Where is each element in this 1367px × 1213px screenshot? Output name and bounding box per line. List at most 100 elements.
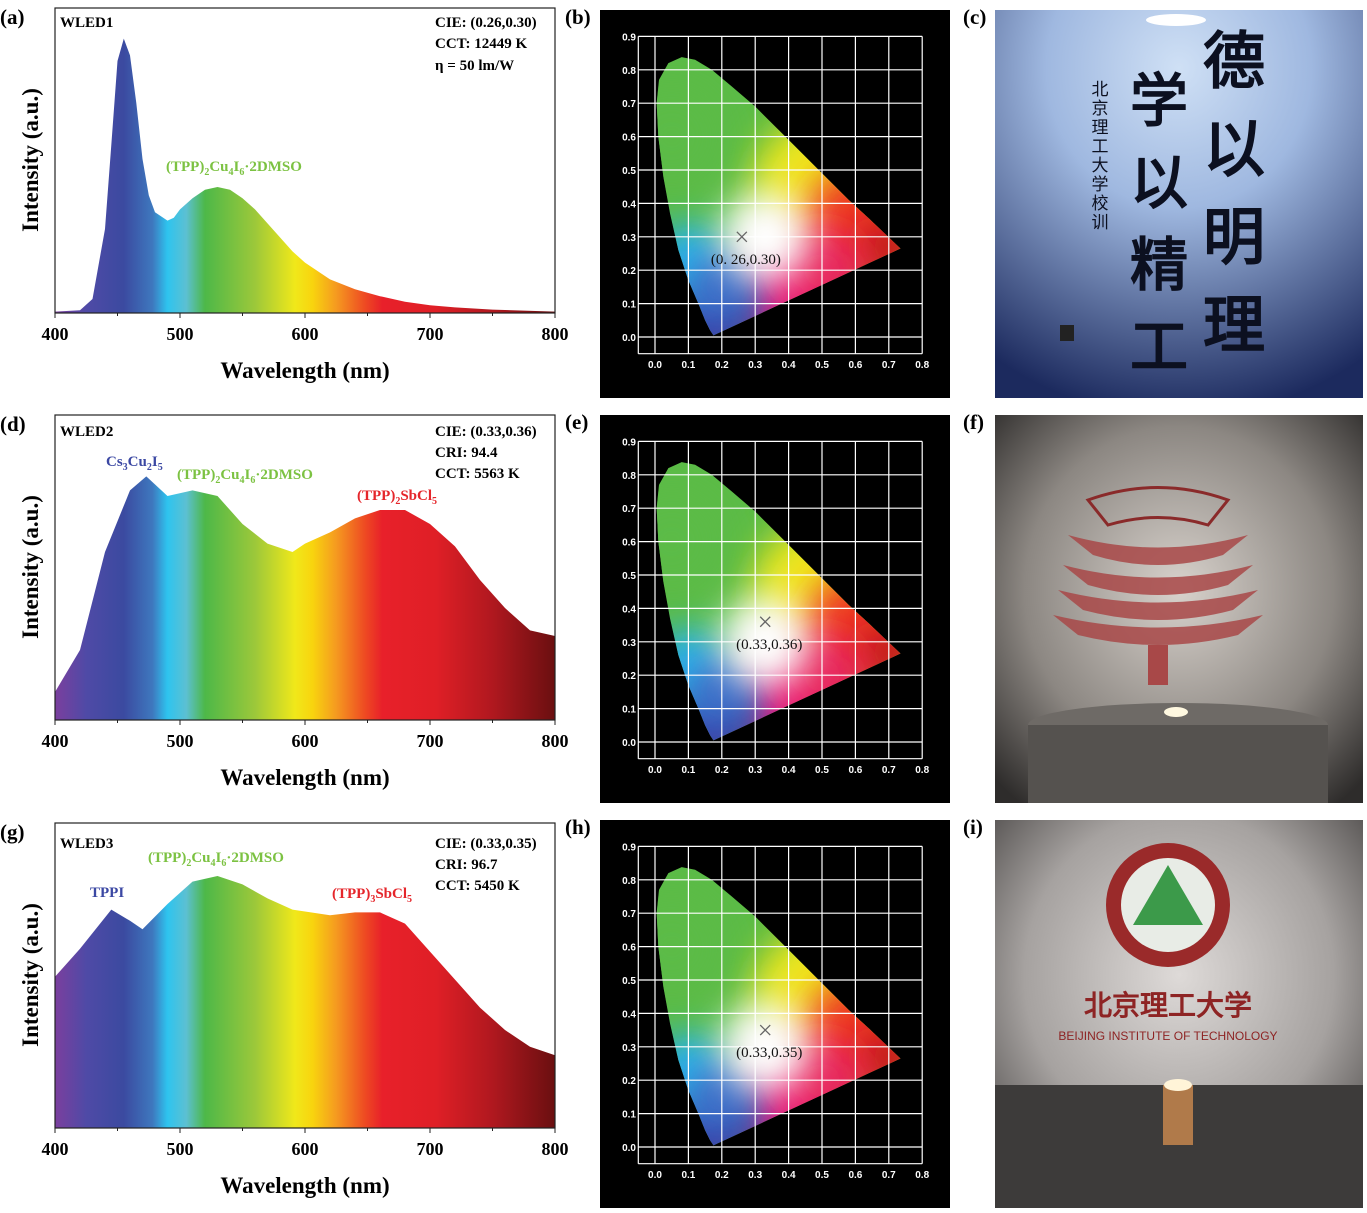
x-tick-label: 400 bbox=[42, 324, 69, 344]
photo-panel-f: (f) bbox=[963, 410, 1363, 803]
y-tick-label: 0.3 bbox=[622, 233, 636, 244]
info-line: CCT: 5450 K bbox=[435, 878, 520, 894]
y-tick-label: 0.8 bbox=[622, 471, 636, 482]
label-part: (TPP) bbox=[357, 488, 395, 504]
y-tick-label: 0.5 bbox=[622, 976, 636, 987]
spectrum-area bbox=[55, 38, 555, 313]
label-part: (TPP) bbox=[177, 467, 215, 483]
cie-point-label: (0. 26,0.30) bbox=[711, 252, 781, 268]
subscript: 3 bbox=[123, 462, 128, 473]
panel-label: (d) bbox=[0, 412, 26, 436]
x-tick-label: 0.7 bbox=[882, 765, 896, 776]
y-tick-label: 0.9 bbox=[622, 32, 636, 43]
subscript: 2 bbox=[215, 475, 220, 486]
calligraphy-char: 学 bbox=[1092, 175, 1109, 194]
x-tick-label: 0.7 bbox=[882, 1170, 896, 1181]
subscript: 6 bbox=[239, 167, 244, 178]
emblem-bird bbox=[1085, 486, 1231, 527]
led-device bbox=[1163, 1085, 1193, 1145]
x-tick-label: 600 bbox=[292, 731, 319, 751]
x-tick-label: 0.1 bbox=[681, 1170, 695, 1181]
x-tick-label: 0.2 bbox=[715, 360, 729, 371]
calligraphy-char: 工 bbox=[1092, 137, 1109, 156]
subscript: 2 bbox=[395, 496, 400, 507]
x-tick-label: 400 bbox=[42, 1139, 69, 1159]
y-tick-label: 0.7 bbox=[622, 504, 636, 515]
y-tick-label: 0.9 bbox=[622, 842, 636, 853]
panel-label: (f) bbox=[963, 410, 984, 434]
y-tick-label: 0.8 bbox=[622, 876, 636, 887]
component-label: (TPP)2Cu4I6·2DMSO bbox=[166, 159, 302, 178]
x-tick-label: 0.2 bbox=[715, 1170, 729, 1181]
sample-title: WLED3 bbox=[60, 836, 113, 852]
photo-panel-i: (i) 北京理工大学 BEIJING INSTITUTE OF TECHNOLOGY bbox=[963, 815, 1363, 1208]
sample-title: WLED2 bbox=[60, 424, 113, 440]
x-tick-label: 0.8 bbox=[915, 765, 929, 776]
calligraphy-char: 校 bbox=[1092, 194, 1109, 213]
y-tick-label: 0.6 bbox=[622, 133, 636, 144]
led-light bbox=[1164, 1079, 1192, 1091]
calligraphy-char: 训 bbox=[1092, 213, 1109, 232]
x-tick-label: 0.5 bbox=[815, 360, 829, 371]
label-part: Cu bbox=[220, 467, 239, 483]
label-part: (TPP) bbox=[332, 886, 370, 902]
subscript: 2 bbox=[204, 167, 209, 178]
logo-text-en: BEIJING INSTITUTE OF TECHNOLOGY bbox=[1058, 1029, 1277, 1043]
x-tick-label: 0.4 bbox=[782, 360, 796, 371]
info-line: CRI: 96.7 bbox=[435, 857, 498, 873]
label-part: I bbox=[234, 159, 240, 175]
led-light bbox=[1164, 707, 1188, 717]
label-part: SbCl bbox=[375, 886, 407, 902]
x-tick-label: 0.3 bbox=[748, 765, 762, 776]
panel-label: (b) bbox=[565, 5, 591, 29]
info-line: CRI: 94.4 bbox=[435, 445, 498, 461]
label-part: TPPI bbox=[90, 885, 124, 901]
label-part: Cu bbox=[209, 159, 228, 175]
component-label: (TPP)3SbCl5 bbox=[332, 886, 412, 905]
x-tick-label: 700 bbox=[417, 324, 444, 344]
subscript: 4 bbox=[240, 475, 245, 486]
emblem-tier bbox=[1063, 565, 1253, 595]
panel-label: (a) bbox=[0, 5, 25, 29]
y-axis-label: Intensity (a.u.) bbox=[18, 88, 43, 232]
x-tick-label: 600 bbox=[292, 1139, 319, 1159]
cie-point-label: (0.33,0.36) bbox=[736, 637, 802, 653]
x-axis-label: Wavelength (nm) bbox=[220, 1173, 389, 1198]
info-line: CCT: 5563 K bbox=[435, 466, 520, 482]
y-tick-label: 0.4 bbox=[622, 199, 636, 210]
y-axis-label: Intensity (a.u.) bbox=[18, 903, 43, 1047]
label-part: ·2DMSO bbox=[255, 467, 313, 483]
y-tick-label: 0.1 bbox=[622, 300, 636, 311]
label-part: (TPP) bbox=[166, 159, 204, 175]
cie-point-marker bbox=[759, 1024, 771, 1036]
emblem-trunk bbox=[1148, 645, 1168, 685]
y-tick-label: 0.7 bbox=[622, 99, 636, 110]
label-part: (TPP) bbox=[148, 850, 186, 866]
label-part: I bbox=[245, 467, 251, 483]
y-tick-label: 0.2 bbox=[622, 671, 636, 682]
info-line: CIE: (0.33,0.35) bbox=[435, 836, 537, 852]
y-tick-label: 0.5 bbox=[622, 571, 636, 582]
component-label: (TPP)2Cu4I6·2DMSO bbox=[148, 850, 284, 869]
y-tick-label: 0.3 bbox=[622, 1043, 636, 1054]
subscript: 5 bbox=[432, 496, 437, 507]
y-axis-label: Intensity (a.u.) bbox=[18, 495, 43, 639]
subscript: 5 bbox=[407, 894, 412, 905]
label-part: ·2DMSO bbox=[226, 850, 284, 866]
calligraphy-char: 大 bbox=[1092, 156, 1109, 175]
spectrum-panel-d: 400 500 600 700 800 Wavelength (nm) Intensity … bbox=[0, 412, 569, 790]
calligraphy-column-right: 德以明理 bbox=[1192, 28, 1265, 380]
x-tick-label: 500 bbox=[167, 731, 194, 751]
calligraphy-column-left: 学以精工 bbox=[1120, 70, 1188, 398]
label-part: I bbox=[216, 850, 222, 866]
subscript: 5 bbox=[158, 462, 163, 473]
subscript: 2 bbox=[147, 462, 152, 473]
cie-panel-h: (h) 0.0 0.1 0.2 0.3 0.4 0.5 0.6 0.7 0.8 0.0 0.1 0.2 0… bbox=[565, 815, 950, 1208]
x-tick-label: 800 bbox=[542, 1139, 569, 1159]
y-tick-label: 0.1 bbox=[622, 705, 636, 716]
component-label: TPPI bbox=[90, 885, 124, 901]
y-tick-label: 0.6 bbox=[622, 538, 636, 549]
panel-label: (g) bbox=[0, 820, 25, 844]
x-tick-label: 0.0 bbox=[648, 765, 662, 776]
emblem-tier bbox=[1068, 535, 1248, 565]
